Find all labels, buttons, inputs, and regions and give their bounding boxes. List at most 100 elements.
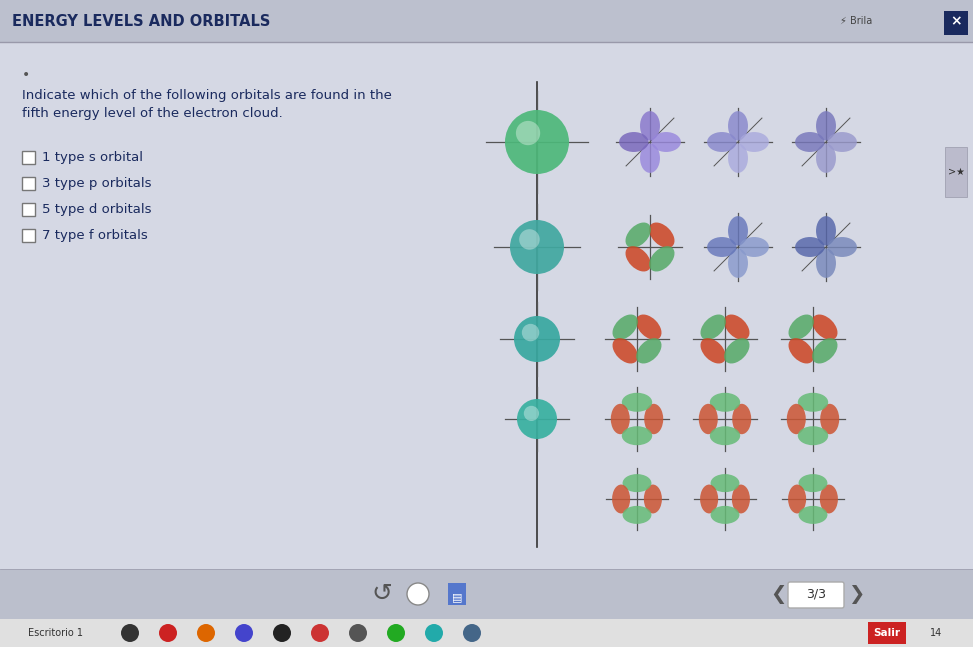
Ellipse shape bbox=[827, 132, 857, 152]
Circle shape bbox=[514, 316, 560, 362]
Circle shape bbox=[407, 583, 429, 605]
Ellipse shape bbox=[709, 393, 740, 411]
Circle shape bbox=[517, 399, 557, 439]
Circle shape bbox=[121, 624, 139, 642]
Ellipse shape bbox=[816, 216, 836, 246]
Ellipse shape bbox=[623, 506, 652, 524]
Text: 1 type s orbital: 1 type s orbital bbox=[42, 151, 143, 164]
Bar bbox=[22, 177, 35, 190]
Ellipse shape bbox=[622, 426, 652, 445]
Circle shape bbox=[505, 110, 569, 174]
Ellipse shape bbox=[728, 216, 748, 246]
Text: 3/3: 3/3 bbox=[806, 587, 826, 600]
Text: Escritorio 1: Escritorio 1 bbox=[27, 628, 83, 638]
Circle shape bbox=[516, 121, 540, 145]
Circle shape bbox=[425, 624, 443, 642]
Text: ▤: ▤ bbox=[451, 592, 462, 602]
Ellipse shape bbox=[795, 132, 824, 152]
Ellipse shape bbox=[728, 144, 748, 173]
Bar bbox=[22, 229, 35, 242]
Text: Salir: Salir bbox=[874, 628, 900, 638]
Ellipse shape bbox=[707, 237, 737, 257]
Ellipse shape bbox=[701, 314, 726, 340]
Ellipse shape bbox=[816, 111, 836, 140]
Ellipse shape bbox=[787, 404, 806, 434]
Ellipse shape bbox=[710, 474, 739, 492]
Circle shape bbox=[523, 406, 539, 421]
Ellipse shape bbox=[820, 485, 838, 514]
Ellipse shape bbox=[798, 393, 828, 411]
Bar bbox=[0, 619, 973, 647]
Circle shape bbox=[311, 624, 329, 642]
Ellipse shape bbox=[622, 393, 652, 411]
Circle shape bbox=[463, 624, 481, 642]
Ellipse shape bbox=[636, 338, 662, 364]
FancyBboxPatch shape bbox=[788, 582, 844, 608]
Text: 14: 14 bbox=[930, 628, 942, 638]
Ellipse shape bbox=[612, 485, 631, 514]
Ellipse shape bbox=[788, 485, 807, 514]
Ellipse shape bbox=[644, 404, 664, 434]
Bar bbox=[945, 147, 967, 197]
Ellipse shape bbox=[626, 223, 651, 248]
Bar bbox=[868, 622, 906, 644]
Ellipse shape bbox=[649, 246, 674, 272]
Ellipse shape bbox=[644, 485, 662, 514]
Text: •: • bbox=[22, 68, 30, 82]
Ellipse shape bbox=[619, 132, 649, 152]
Ellipse shape bbox=[701, 338, 726, 364]
Ellipse shape bbox=[728, 111, 748, 140]
Circle shape bbox=[159, 624, 177, 642]
Ellipse shape bbox=[788, 338, 813, 364]
Text: Indicate which of the following orbitals are found in the
fifth energy level of : Indicate which of the following orbitals… bbox=[22, 89, 392, 120]
Ellipse shape bbox=[710, 506, 739, 524]
Text: >★: >★ bbox=[948, 167, 964, 177]
Ellipse shape bbox=[816, 248, 836, 278]
Ellipse shape bbox=[701, 485, 718, 514]
Ellipse shape bbox=[816, 144, 836, 173]
Bar bbox=[944, 11, 968, 35]
Bar bbox=[0, 569, 973, 619]
Text: 3 type p orbitals: 3 type p orbitals bbox=[42, 177, 152, 190]
Ellipse shape bbox=[649, 223, 674, 248]
Ellipse shape bbox=[640, 111, 660, 140]
Ellipse shape bbox=[709, 426, 740, 445]
Ellipse shape bbox=[798, 426, 828, 445]
Ellipse shape bbox=[827, 237, 857, 257]
Text: ❯: ❯ bbox=[847, 584, 864, 604]
Circle shape bbox=[520, 229, 540, 250]
Text: ❮: ❮ bbox=[770, 584, 786, 604]
Text: ×: × bbox=[951, 14, 962, 28]
Text: ↺: ↺ bbox=[372, 582, 392, 606]
Circle shape bbox=[273, 624, 291, 642]
Ellipse shape bbox=[636, 314, 662, 340]
Ellipse shape bbox=[799, 506, 827, 524]
Text: 5 type d orbitals: 5 type d orbitals bbox=[42, 203, 152, 215]
Text: 7 type f orbitals: 7 type f orbitals bbox=[42, 228, 148, 241]
Ellipse shape bbox=[733, 404, 751, 434]
Circle shape bbox=[235, 624, 253, 642]
Ellipse shape bbox=[612, 338, 638, 364]
Bar bbox=[22, 151, 35, 164]
Ellipse shape bbox=[707, 132, 737, 152]
Circle shape bbox=[349, 624, 367, 642]
Ellipse shape bbox=[652, 132, 681, 152]
Ellipse shape bbox=[739, 132, 769, 152]
Ellipse shape bbox=[812, 338, 838, 364]
Ellipse shape bbox=[724, 314, 749, 340]
Ellipse shape bbox=[623, 474, 652, 492]
Ellipse shape bbox=[611, 404, 630, 434]
Ellipse shape bbox=[788, 314, 813, 340]
Bar bbox=[0, 0, 973, 42]
Circle shape bbox=[387, 624, 405, 642]
Ellipse shape bbox=[612, 314, 638, 340]
Circle shape bbox=[197, 624, 215, 642]
Ellipse shape bbox=[820, 404, 840, 434]
Ellipse shape bbox=[812, 314, 838, 340]
Ellipse shape bbox=[626, 246, 651, 272]
Ellipse shape bbox=[739, 237, 769, 257]
Ellipse shape bbox=[732, 485, 750, 514]
Bar bbox=[22, 203, 35, 216]
Ellipse shape bbox=[799, 474, 827, 492]
Ellipse shape bbox=[724, 338, 749, 364]
